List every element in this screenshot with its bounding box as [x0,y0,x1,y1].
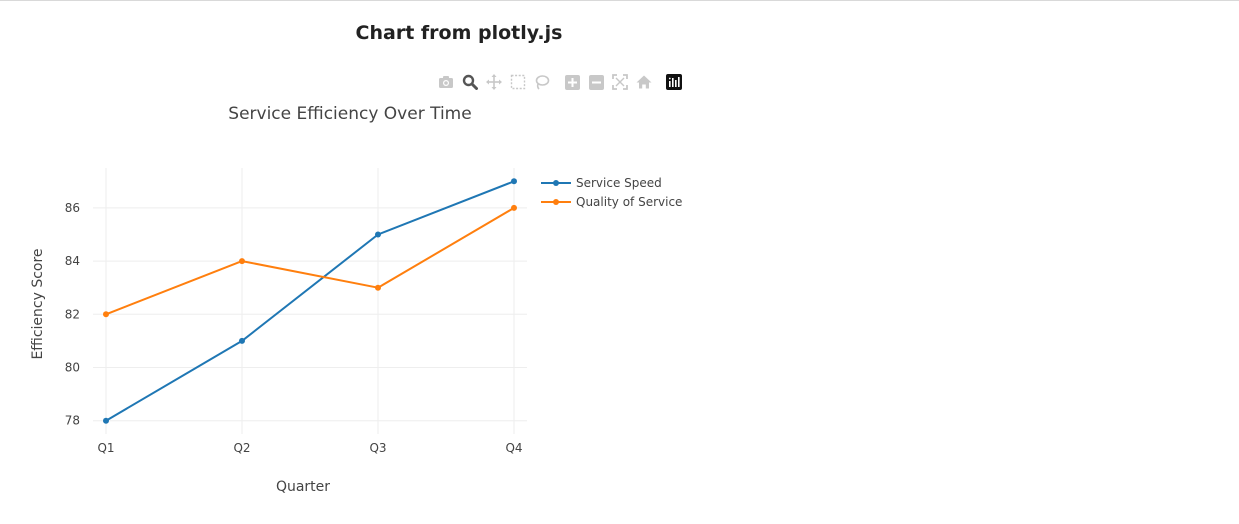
data-point [103,311,109,318]
y-axis-title: Efficiency Score [30,248,46,359]
y-tick-label: 82 [65,307,80,321]
modebar [436,72,688,92]
legend-marker [553,180,559,186]
data-point [375,231,381,238]
chart-title: Service Efficiency Over Time [228,104,471,124]
y-tick-label: 84 [65,254,80,268]
legend-label: Quality of Service [576,195,682,209]
top-divider [0,0,1239,1]
x-tick-label: Q1 [97,441,114,455]
series-line [105,180,515,422]
lasso-icon[interactable] [532,72,552,92]
plotly-logo-icon[interactable] [664,72,684,92]
legend-label: Service Speed [576,176,662,190]
legend-marker [553,199,559,205]
data-point [239,258,245,265]
x-tick-label: Q3 [369,441,386,455]
data-point [511,178,517,185]
series-lines [103,178,517,424]
y-tick-label: 78 [65,414,80,428]
x-tick-label: Q4 [505,441,522,455]
data-point [103,417,109,424]
page-heading: Chart from plotly.js [355,22,563,44]
series-line [105,207,515,316]
data-point [239,337,245,344]
box-select-icon[interactable] [508,72,528,92]
y-tick-label: 86 [65,201,80,215]
gridlines [93,168,527,434]
autoscale-icon[interactable] [610,72,630,92]
zoom-out-icon[interactable] [586,72,606,92]
legend-item[interactable]: Quality of Service [541,195,682,209]
data-point [375,284,381,291]
data-point [511,204,517,211]
axis-ticks: 78 80 82 84 86 Q1 Q2 Q3 Q4 [65,201,523,455]
camera-icon[interactable] [436,72,456,92]
legend[interactable]: Service Speed Quality of Service [541,176,682,209]
legend-item[interactable]: Service Speed [541,176,662,190]
zoom-icon[interactable] [460,72,480,92]
x-axis-title: Quarter [276,479,330,495]
pan-icon[interactable] [484,72,504,92]
home-icon[interactable] [634,72,654,92]
x-tick-label: Q2 [233,441,250,455]
y-tick-label: 80 [65,361,80,375]
zoom-in-icon[interactable] [562,72,582,92]
